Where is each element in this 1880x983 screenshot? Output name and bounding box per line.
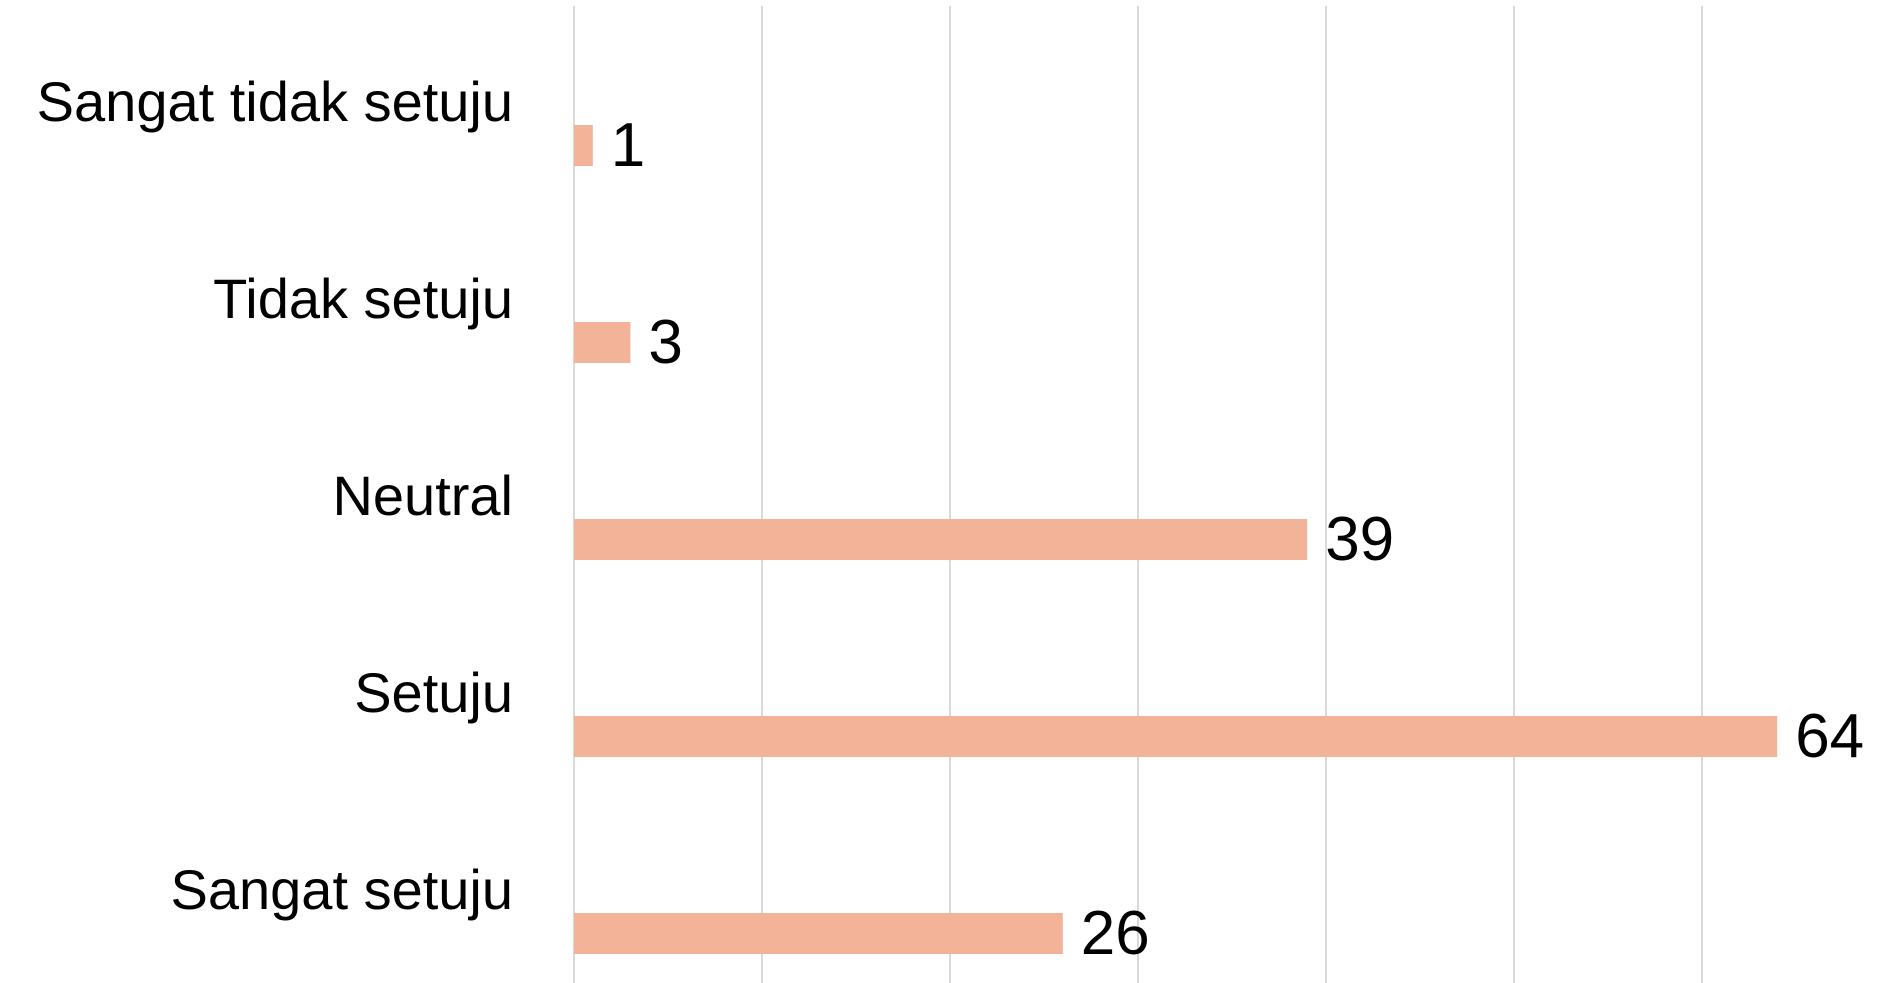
data-label: 64 bbox=[1795, 702, 1864, 771]
category-label: Sangat tidak setuju bbox=[37, 70, 513, 133]
category-label: Neutral bbox=[332, 464, 513, 527]
data-label: 3 bbox=[648, 308, 682, 377]
bar bbox=[574, 519, 1308, 560]
category-label: Setuju bbox=[354, 661, 513, 724]
category-label: Tidak setuju bbox=[213, 267, 513, 330]
data-label: 1 bbox=[611, 111, 645, 180]
data-label: 39 bbox=[1325, 505, 1394, 574]
bar bbox=[574, 716, 1778, 757]
category-label: Sangat setuju bbox=[171, 858, 513, 921]
bar bbox=[574, 322, 631, 363]
bar bbox=[574, 913, 1063, 954]
data-label: 26 bbox=[1081, 899, 1150, 968]
bar bbox=[574, 125, 593, 166]
